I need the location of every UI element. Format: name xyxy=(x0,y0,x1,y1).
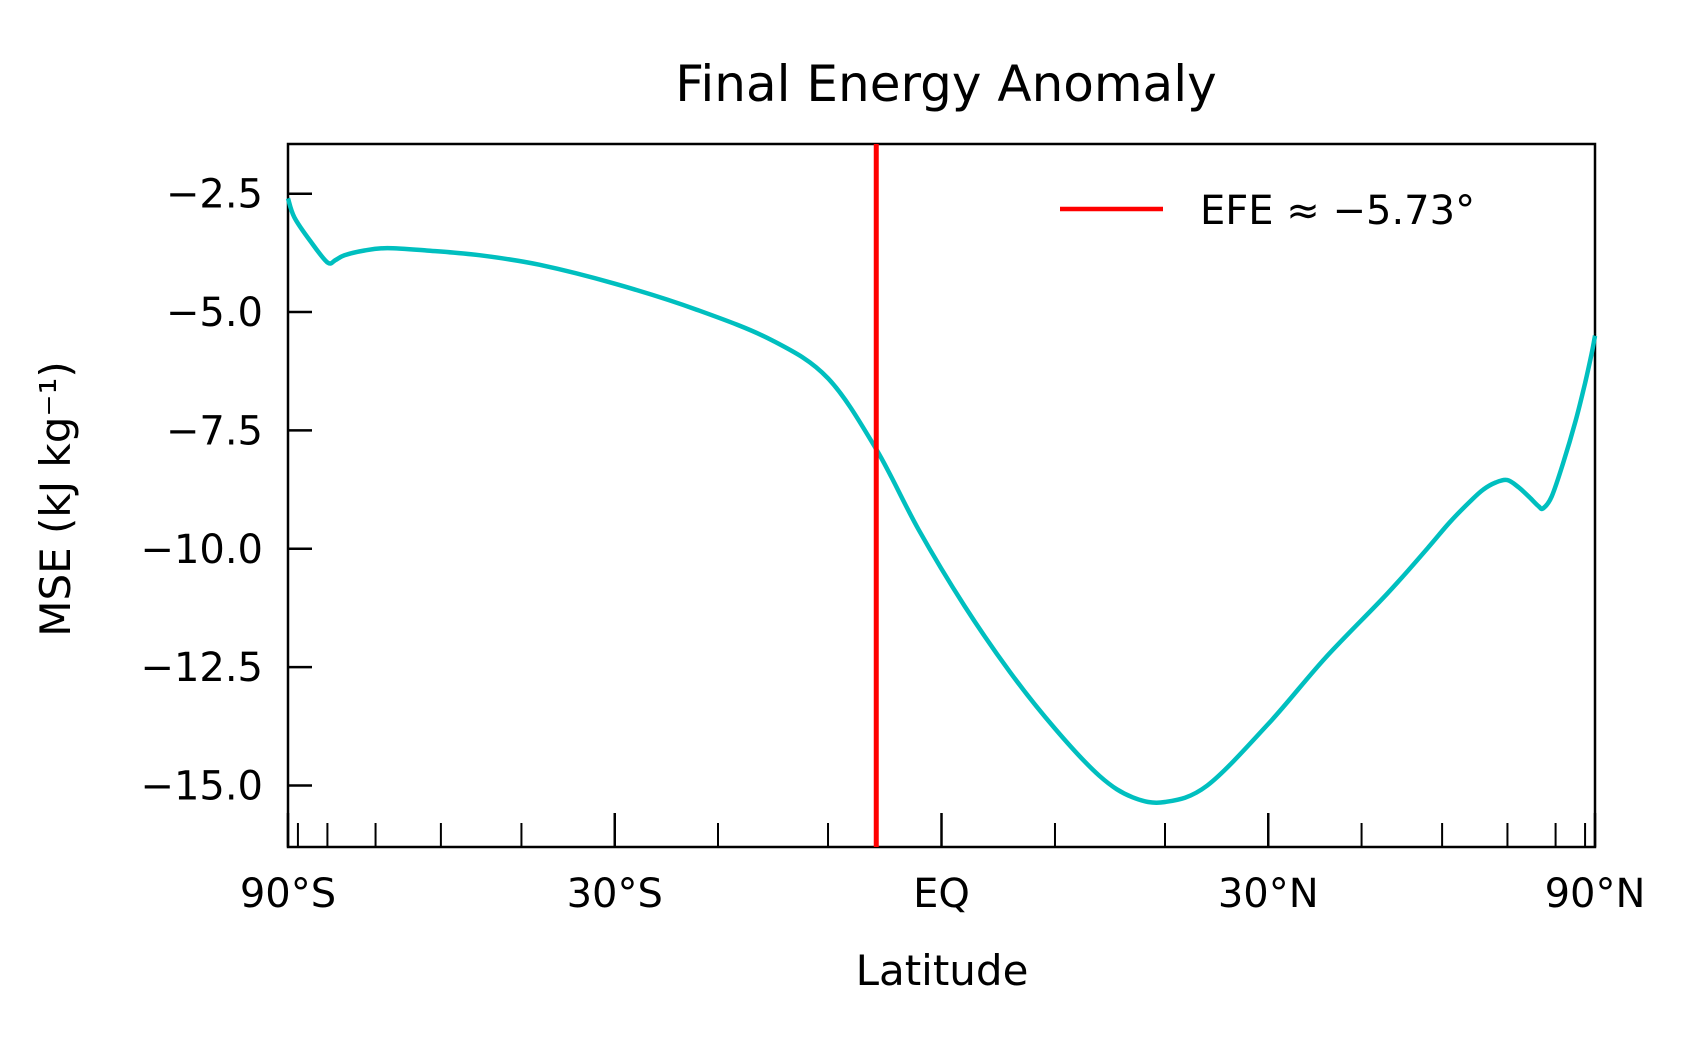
x-tick-label: 30°N xyxy=(1218,871,1319,917)
x-tick-label: 90°N xyxy=(1545,871,1646,917)
y-tick-label: −7.5 xyxy=(166,408,263,454)
x-axis-label: Latitude xyxy=(856,946,1029,995)
plot-frame xyxy=(286,142,1597,849)
y-tick-label: −2.5 xyxy=(166,172,263,218)
legend: EFE ≈ −5.73° xyxy=(1060,188,1475,234)
series-layer xyxy=(285,197,1598,805)
y-axis-label: MSE (kJ kg⁻¹) xyxy=(31,361,80,637)
y-tick-label: −5.0 xyxy=(166,290,263,336)
x-axis: 90°S 30°S EQ 30°N 90°N xyxy=(240,813,1646,917)
legend-label-efe: EFE ≈ −5.73° xyxy=(1200,188,1475,234)
y-tick-label: −10.0 xyxy=(140,527,263,573)
mse-series-line xyxy=(285,197,1598,805)
x-tick-label: EQ xyxy=(913,871,970,917)
x-tick-label: 30°S xyxy=(567,871,663,917)
plot-area xyxy=(286,142,1597,849)
y-tick-label: −12.5 xyxy=(140,645,263,691)
x-tick-label: 90°S xyxy=(240,871,336,917)
y-axis: −2.5 −5.0 −7.5 −10.0 −12.5 −15.0 xyxy=(140,172,312,809)
chart-title: Final Energy Anomaly xyxy=(675,55,1216,113)
y-tick-label: −15.0 xyxy=(140,763,263,809)
